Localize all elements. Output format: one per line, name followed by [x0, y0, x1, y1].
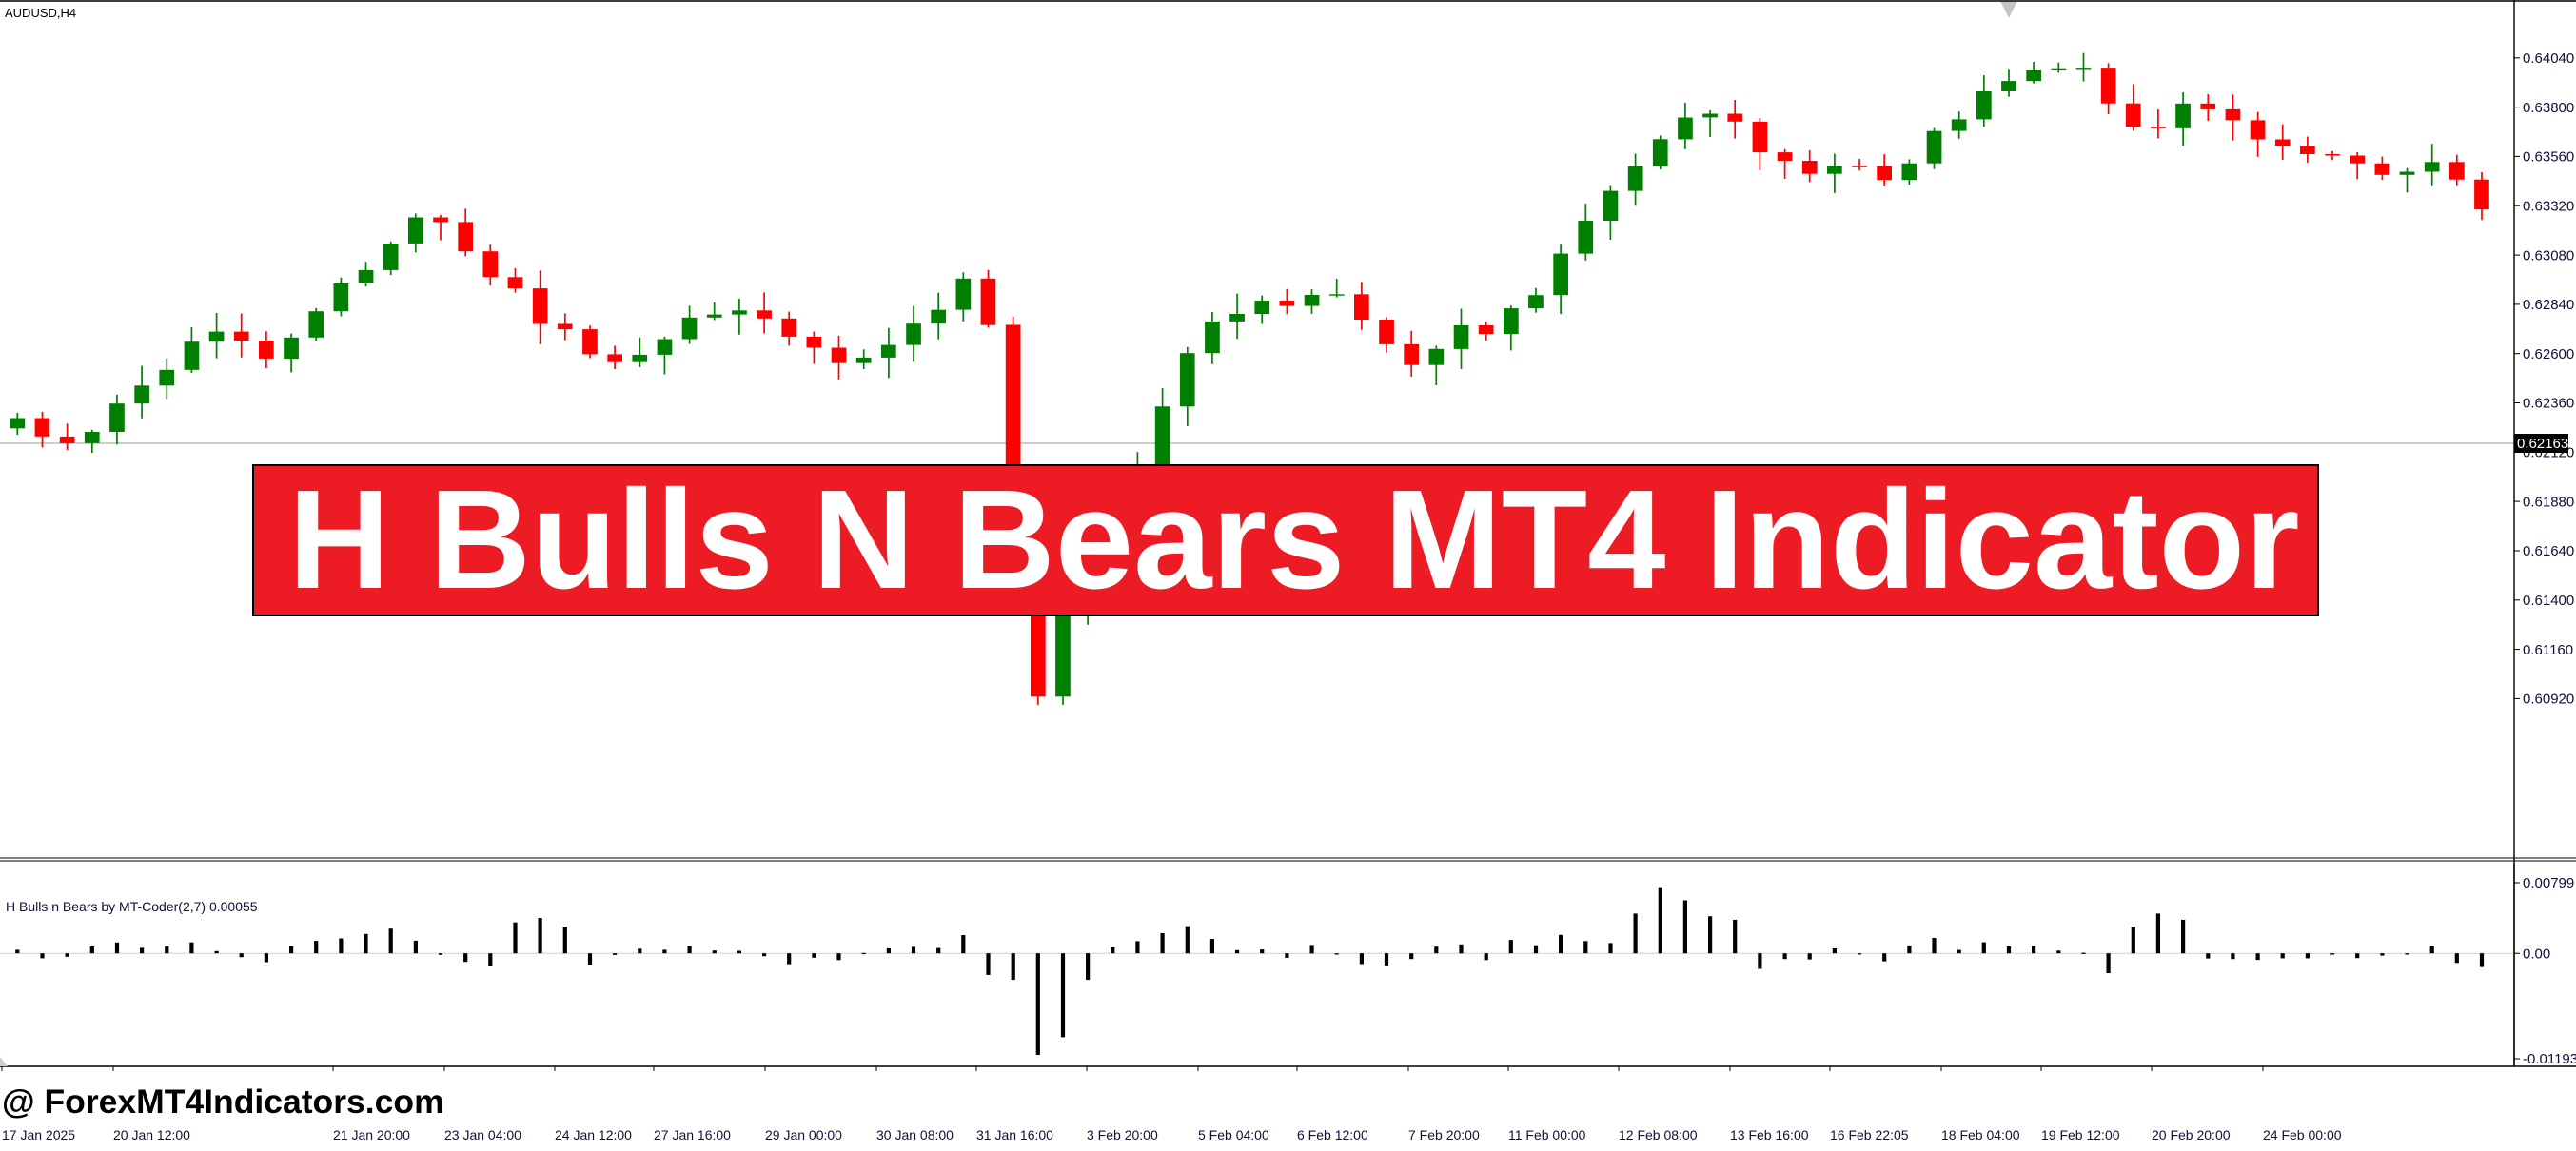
- svg-text:23 Jan 04:00: 23 Jan 04:00: [444, 1127, 521, 1142]
- svg-text:24 Feb 00:00: 24 Feb 00:00: [2263, 1127, 2342, 1142]
- svg-text:30 Jan 08:00: 30 Jan 08:00: [876, 1127, 954, 1142]
- svg-text:3 Feb 20:00: 3 Feb 20:00: [1087, 1127, 1158, 1142]
- svg-text:0.63800: 0.63800: [2523, 100, 2574, 116]
- svg-text:0.63320: 0.63320: [2523, 198, 2574, 214]
- svg-text:29 Jan 00:00: 29 Jan 00:00: [765, 1127, 842, 1142]
- svg-text:5 Feb 04:00: 5 Feb 04:00: [1198, 1127, 1269, 1142]
- svg-text:0.00: 0.00: [2523, 946, 2550, 962]
- svg-text:0.62600: 0.62600: [2523, 346, 2574, 362]
- svg-text:0.61640: 0.61640: [2523, 543, 2574, 559]
- svg-text:0.60920: 0.60920: [2523, 692, 2574, 708]
- svg-text:21 Jan 20:00: 21 Jan 20:00: [333, 1127, 410, 1142]
- svg-text:31 Jan 16:00: 31 Jan 16:00: [976, 1127, 1053, 1142]
- svg-text:17 Jan 2025: 17 Jan 2025: [2, 1127, 75, 1142]
- svg-text:13 Feb 16:00: 13 Feb 16:00: [1730, 1127, 1809, 1142]
- svg-text:0.63080: 0.63080: [2523, 247, 2574, 263]
- svg-text:0.63560: 0.63560: [2523, 149, 2574, 166]
- svg-text:12 Feb 08:00: 12 Feb 08:00: [1619, 1127, 1698, 1142]
- svg-text:11 Feb 00:00: 11 Feb 00:00: [1508, 1127, 1586, 1142]
- svg-text:0.62163: 0.62163: [2517, 436, 2568, 452]
- svg-text:0.64040: 0.64040: [2523, 50, 2574, 67]
- svg-text:0.61400: 0.61400: [2523, 593, 2574, 609]
- svg-text:27 Jan 16:00: 27 Jan 16:00: [654, 1127, 731, 1142]
- svg-text:0.62360: 0.62360: [2523, 396, 2574, 412]
- svg-text:16 Feb 22:05: 16 Feb 22:05: [1830, 1127, 1909, 1142]
- svg-text:H Bulls n Bears by MT-Coder(2,: H Bulls n Bears by MT-Coder(2,7) 0.00055: [6, 899, 258, 914]
- svg-text:18 Feb 04:00: 18 Feb 04:00: [1941, 1127, 2020, 1142]
- svg-text:6 Feb 12:00: 6 Feb 12:00: [1297, 1127, 1368, 1142]
- svg-text:0.00799: 0.00799: [2523, 875, 2574, 891]
- svg-text:0.62840: 0.62840: [2523, 297, 2574, 313]
- svg-text:19 Feb 12:00: 19 Feb 12:00: [2041, 1127, 2120, 1142]
- svg-text:7 Feb 20:00: 7 Feb 20:00: [1408, 1127, 1480, 1142]
- svg-text:24 Jan 12:00: 24 Jan 12:00: [555, 1127, 632, 1142]
- svg-text:-0.01193: -0.01193: [2523, 1051, 2576, 1067]
- svg-text:20 Feb 20:00: 20 Feb 20:00: [2152, 1127, 2231, 1142]
- svg-text:0.61160: 0.61160: [2523, 642, 2573, 658]
- svg-text:20 Jan 12:00: 20 Jan 12:00: [113, 1127, 190, 1142]
- svg-text:0.61880: 0.61880: [2523, 494, 2574, 510]
